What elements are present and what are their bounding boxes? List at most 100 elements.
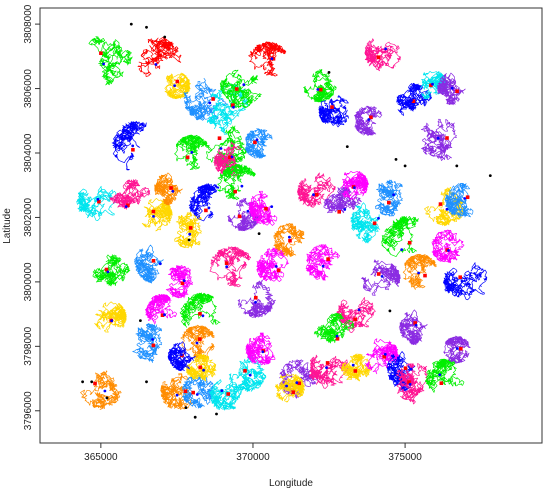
home-marker <box>429 83 433 88</box>
centroid-point <box>182 279 186 282</box>
home-marker <box>382 355 386 359</box>
home-marker <box>407 240 412 245</box>
centroid-point <box>225 265 229 269</box>
track-series <box>248 41 287 77</box>
track-series <box>360 259 401 296</box>
track-series <box>323 186 362 214</box>
centroid-point <box>207 206 211 210</box>
track-series <box>340 170 369 201</box>
track-series <box>228 354 267 392</box>
home-marker <box>376 55 381 59</box>
home-marker <box>231 103 235 107</box>
centroid-point <box>343 208 347 211</box>
home-marker <box>318 87 323 92</box>
home-marker <box>439 381 444 385</box>
black-point <box>139 319 142 322</box>
home-marker <box>198 312 202 316</box>
centroid-point <box>242 83 246 87</box>
home-marker <box>445 136 449 140</box>
centroid-point <box>230 155 234 159</box>
home-marker <box>151 343 156 348</box>
centroid-point <box>96 197 100 201</box>
track-series <box>174 134 209 171</box>
centroid-point <box>316 88 320 91</box>
centroid-point <box>175 393 179 397</box>
home-marker <box>226 392 230 396</box>
home-marker <box>198 337 202 341</box>
home-marker <box>228 155 232 160</box>
track-series <box>431 229 465 264</box>
centroid-point <box>171 189 175 193</box>
centroid-point <box>450 86 454 90</box>
home-marker <box>183 389 188 393</box>
home-marker <box>353 369 358 373</box>
centroid-point <box>408 382 412 386</box>
home-marker <box>411 99 416 103</box>
centroid-point <box>232 105 235 109</box>
centroid-point <box>106 270 110 274</box>
track-series <box>180 324 215 362</box>
centroid-point <box>255 138 259 142</box>
movement-tracks <box>76 36 488 411</box>
track-series <box>160 373 193 410</box>
home-marker <box>99 51 103 55</box>
black-point <box>90 380 94 384</box>
track-series <box>141 198 173 232</box>
home-marker <box>234 87 239 91</box>
centroid-point <box>188 232 192 236</box>
centroid-point <box>103 389 107 393</box>
centroid-point <box>285 384 288 388</box>
track-series <box>237 280 276 319</box>
track-series <box>154 172 183 206</box>
home-marker <box>325 361 330 365</box>
track-series <box>137 37 182 77</box>
track-series <box>443 335 471 364</box>
track-series <box>219 69 262 109</box>
centroid-point <box>431 82 434 86</box>
track-series <box>179 292 221 328</box>
track-series <box>336 297 376 333</box>
centroid-point <box>248 373 252 377</box>
centroid-point <box>380 275 384 278</box>
y-axis: 3796000 3798000 3800000 3802000 3804000 38060… <box>23 4 40 430</box>
centroid-point <box>367 118 371 121</box>
y-tick-label: 3808000 <box>23 4 34 43</box>
centroid-point <box>195 341 199 345</box>
track-series <box>206 83 249 135</box>
centroid-point <box>383 352 387 356</box>
y-tick-label: 3796000 <box>23 391 34 430</box>
home-marker <box>204 208 208 213</box>
track-series <box>318 95 349 128</box>
home-marker <box>198 365 202 370</box>
track-series <box>353 105 383 136</box>
home-marker <box>277 268 281 273</box>
centroid-point <box>335 334 339 338</box>
black-point <box>129 22 133 26</box>
centroid-point <box>190 151 194 154</box>
track-series <box>76 185 118 221</box>
black-point <box>345 145 349 149</box>
track-series <box>92 254 131 287</box>
home-marker <box>264 207 268 211</box>
track-series <box>111 120 147 171</box>
y-tick-label: 3800000 <box>23 262 34 301</box>
centroid-point <box>261 350 265 354</box>
track-series <box>398 309 428 346</box>
track-series <box>186 353 217 382</box>
x-tick-label: 365000 <box>84 452 118 463</box>
track-series <box>134 244 164 284</box>
centroid-point <box>409 367 413 371</box>
home-marker <box>413 321 417 325</box>
x-axis: 365000 370000 375000 <box>84 443 422 463</box>
centroid-point <box>102 62 105 66</box>
black-point <box>163 35 167 39</box>
home-marker <box>376 272 381 276</box>
centroid-point <box>312 193 315 197</box>
centroid-point <box>246 209 250 213</box>
black-point <box>455 164 459 168</box>
centroid-point <box>410 99 413 102</box>
home-marker <box>97 199 101 204</box>
track-series <box>144 293 178 325</box>
centroid-point <box>445 207 449 211</box>
